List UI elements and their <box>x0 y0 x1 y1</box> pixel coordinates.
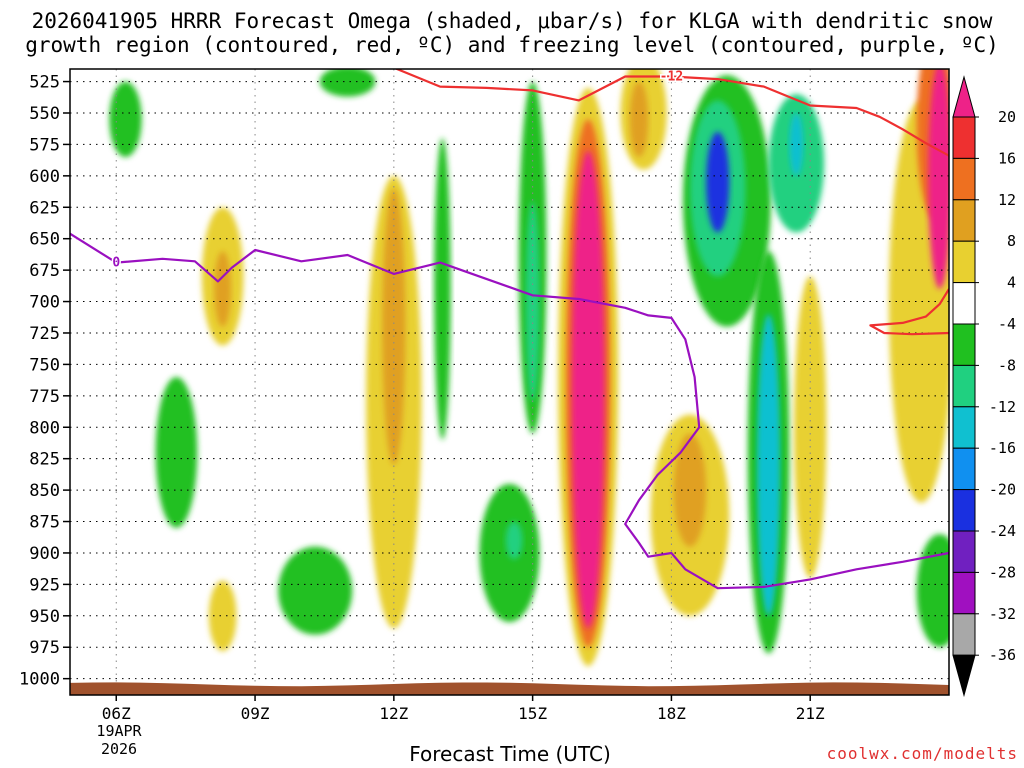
colorbar-band-4 <box>952 240 976 284</box>
omega-cell-2 <box>214 251 231 327</box>
y-tick-label-825: 825 <box>29 450 60 470</box>
colorbar-band--32 <box>952 571 976 615</box>
colorbar-band--36 <box>952 613 976 656</box>
chart-title-line-2: growth region (contoured, red, ºC) and f… <box>25 33 999 57</box>
y-tick-label-725: 725 <box>29 324 60 344</box>
colorbar-label-10: -24 <box>989 522 1016 540</box>
contour-line-0 <box>70 232 949 590</box>
omega-cell-0 <box>109 81 142 157</box>
colorbar-label-13: -36 <box>989 646 1016 664</box>
y-tick-label-750: 750 <box>29 355 60 375</box>
omega-cell-8 <box>382 188 406 465</box>
terrain-fill <box>70 682 949 695</box>
x-tick-label-06Z: 06Z <box>102 704 131 723</box>
contour-label-0: 0 <box>112 256 120 271</box>
colorbar-band--28 <box>952 530 976 573</box>
omega-cell-25 <box>789 112 804 176</box>
x-tick-label-15Z: 15Z <box>518 704 547 723</box>
colorbar-label-8: -16 <box>989 439 1016 457</box>
colorbar-label-6: -8 <box>998 356 1016 374</box>
x-tick-label-21Z: 21Z <box>796 704 825 723</box>
x-tick-label-12Z: 12Z <box>379 704 408 723</box>
x-axis: 06Z 09Z 12Z 15Z 18Z 21Z <box>102 695 825 723</box>
y-tick-label-675: 675 <box>29 261 60 281</box>
y-axis: 525 550 575 600 625 650 675 700 725 750 775 800 825 8… <box>19 73 70 690</box>
contour-line-1 <box>394 69 949 157</box>
colorbar-band--16 <box>952 406 976 449</box>
colorbar-label-5: -4 <box>998 315 1016 333</box>
plot-frame <box>69 68 950 696</box>
omega-cell-16 <box>571 150 605 629</box>
y-tick-label-950: 950 <box>29 607 60 627</box>
omega-cell-11 <box>505 521 523 560</box>
colorbar-label-9: -20 <box>989 481 1016 499</box>
contour-line-2 <box>869 288 949 336</box>
contour-label-1: -12 <box>660 70 683 85</box>
x-axis-title: Forecast Time (UTC) <box>409 742 611 766</box>
omega-cell-23 <box>706 131 730 233</box>
omega-cell-27 <box>757 314 781 616</box>
omega-cell-4 <box>208 580 237 652</box>
credit-link[interactable]: coolwx.com/modelts <box>826 744 1018 763</box>
colorbar-label-0: 20 <box>998 108 1016 126</box>
y-tick-label-575: 575 <box>29 135 60 155</box>
colorbar-band--20 <box>952 447 976 491</box>
colorbar-band--12 <box>952 364 976 408</box>
colorbar-band-16 <box>952 116 976 159</box>
colorbar-label-4: 4 <box>1007 274 1016 292</box>
y-tick-label-925: 925 <box>29 575 60 595</box>
y-tick-label-700: 700 <box>29 293 60 313</box>
y-tick-label-650: 650 <box>29 230 60 250</box>
date-label-year: 2026 <box>100 740 138 758</box>
chart-title-line-1: 2026041905 HRRR Forecast Omega (shaded, … <box>31 9 993 33</box>
omega-cell-5 <box>278 546 353 635</box>
omega-cell-20 <box>673 433 707 547</box>
omega-cell-31 <box>928 69 949 289</box>
colorbar-band--8 <box>952 323 976 366</box>
omega-cell-3 <box>155 376 198 528</box>
colorbar-label-2: 12 <box>998 191 1016 209</box>
y-tick-label-975: 975 <box>29 638 60 658</box>
colorbar-label-1: 16 <box>998 149 1016 167</box>
date-label-day: 19APR <box>96 722 142 740</box>
y-tick-label-525: 525 <box>29 73 60 93</box>
y-tick-label-625: 625 <box>29 198 60 218</box>
omega-cell-32 <box>916 534 949 648</box>
omega-cell-9 <box>434 138 451 440</box>
colorbar-band-8 <box>952 199 976 242</box>
y-tick-label-800: 800 <box>29 418 60 438</box>
colorbar-label-12: -32 <box>989 605 1016 623</box>
y-tick-label-850: 850 <box>29 481 60 501</box>
y-tick-label-775: 775 <box>29 387 60 407</box>
colorbar-arrow-low <box>952 654 976 698</box>
omega-cell-18 <box>629 81 649 157</box>
colorbar-label-7: -12 <box>989 398 1016 416</box>
temperature-contours: 0 -12 <box>70 69 949 590</box>
omega-cell-6 <box>319 69 376 97</box>
x-tick-label-09Z: 09Z <box>241 704 270 723</box>
y-tick-label-875: 875 <box>29 513 60 533</box>
terrain-band <box>70 682 949 695</box>
colorbar-band--24 <box>952 489 976 532</box>
colorbar-label-3: 8 <box>1007 232 1016 250</box>
colorbar-arrow-high <box>952 75 976 118</box>
y-tick-label-1000: 1000 <box>19 670 60 690</box>
colorbar: 20 16 12 8 4 -4 -8 -12 -16 -20 -24 -28 -32 -36 <box>952 75 1016 698</box>
colorbar-band-12 <box>952 157 976 201</box>
y-tick-label-900: 900 <box>29 544 60 564</box>
colorbar-label-11: -28 <box>989 563 1016 581</box>
grid-lines <box>70 69 949 695</box>
y-tick-label-600: 600 <box>29 167 60 187</box>
colorbar-band--4 <box>952 282 976 325</box>
x-tick-label-18Z: 18Z <box>657 704 686 723</box>
y-tick-label-550: 550 <box>29 104 60 124</box>
